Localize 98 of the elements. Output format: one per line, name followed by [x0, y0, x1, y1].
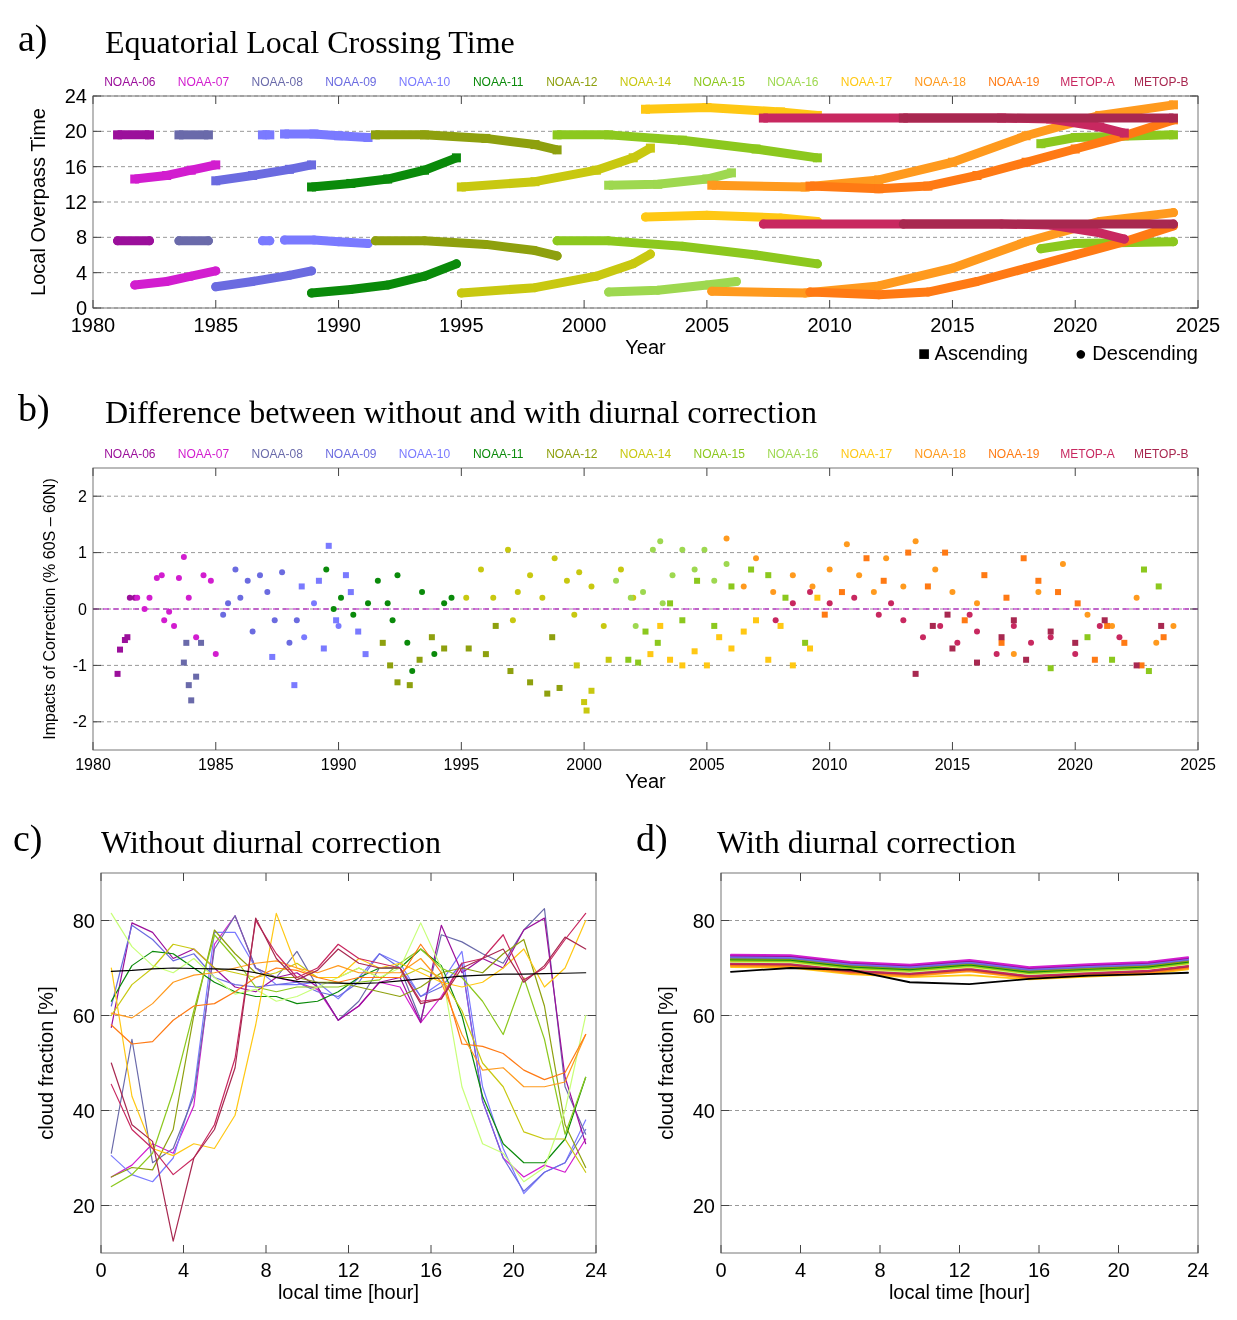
x-tick-label: 24 — [584, 1259, 608, 1281]
x-tick-label: 12 — [948, 1259, 971, 1281]
x-tick-label: 2010 — [807, 314, 852, 336]
chart-title: Without diurnal correction — [101, 824, 441, 860]
x-axis-title: local time [hour] — [277, 1281, 420, 1303]
y-tick-label: 20 — [72, 1194, 95, 1217]
x-tick-label: 1985 — [197, 756, 234, 773]
text: NOAA-10 — [398, 75, 451, 89]
x-tick-label: 1990 — [320, 756, 357, 773]
y-axis-title: cloud fraction [%] — [655, 986, 677, 1140]
text: NOAA-14 — [619, 75, 672, 89]
text: NOAA-17 — [840, 75, 893, 89]
y-tick-label: 20 — [692, 1194, 715, 1217]
y-tick-label: 60 — [692, 1004, 715, 1027]
text: NOAA-10 — [398, 447, 451, 461]
x-tick-label: 20 — [502, 1259, 525, 1281]
x-tick-label: 1985 — [193, 314, 239, 336]
text: NOAA-14 — [619, 447, 672, 461]
y-axis-title: cloud fraction [%] — [35, 986, 57, 1140]
text: NOAA-07 — [177, 75, 230, 89]
y-tick-label: 80 — [72, 909, 95, 932]
x-tick-label: 2015 — [930, 314, 975, 336]
x-tick-label: 2005 — [684, 314, 730, 336]
x-tick-label: 4 — [177, 1259, 190, 1281]
text: NOAA-18 — [914, 75, 967, 89]
text: METOP-B — [1133, 447, 1189, 461]
y-tick-label: 8 — [75, 226, 87, 249]
x-tick-label: 2000 — [561, 314, 607, 336]
x-tick-label: 12 — [337, 1259, 360, 1281]
x-tick-label: 16 — [419, 1259, 443, 1281]
text: NOAA-12 — [546, 75, 598, 89]
chart-title: Difference between without and with diurnal correction — [105, 394, 818, 430]
x-tick-label: 2015 — [934, 756, 971, 773]
text: NOAA-17 — [840, 447, 893, 461]
y-axis-title: Local Overpass Time — [27, 108, 49, 296]
y-tick-label: 16 — [64, 155, 87, 178]
text: NOAA-08 — [251, 75, 304, 89]
y-tick-label: 80 — [692, 909, 715, 932]
x-tick-label: 8 — [874, 1259, 886, 1281]
y-tick-label: 60 — [72, 1004, 95, 1027]
x-tick-label: 24 — [1186, 1259, 1210, 1281]
y-tick-label: 40 — [692, 1099, 715, 1122]
chart-title: With diurnal correction — [717, 824, 1017, 860]
text: NOAA-06 — [104, 447, 156, 461]
x-tick-label: 4 — [794, 1259, 807, 1281]
text: NOAA-12 — [546, 447, 598, 461]
x-tick-label: 2020 — [1052, 314, 1098, 336]
x-tick-label: 1995 — [439, 314, 484, 336]
y-tick-label: 1 — [78, 544, 88, 562]
y-tick-label: 4 — [75, 261, 87, 284]
text: c) — [13, 817, 43, 860]
text: ● Descending — [1074, 342, 1198, 364]
text: NOAA-19 — [988, 75, 1040, 89]
text: METOP-B — [1133, 75, 1189, 89]
text: NOAA-09 — [325, 447, 377, 461]
y-tick-label: 24 — [64, 85, 87, 107]
text: NOAA-11 — [472, 75, 524, 89]
x-tick-label: 2025 — [1180, 756, 1216, 773]
text: METOP-A — [1060, 447, 1115, 461]
y-tick-label: 40 — [72, 1099, 95, 1122]
text: NOAA-15 — [693, 447, 746, 461]
x-axis-title: Year — [625, 770, 667, 792]
text: NOAA-18 — [914, 447, 967, 461]
y-tick-label: 2 — [78, 487, 88, 505]
y-tick-label: 0 — [78, 600, 88, 618]
text: NOAA-09 — [325, 75, 377, 89]
y-tick-label: 12 — [64, 191, 87, 213]
text: b) — [18, 387, 50, 430]
x-tick-label: 8 — [260, 1259, 272, 1281]
x-tick-label: 2025 — [1175, 314, 1221, 336]
text: ■ Ascending — [918, 342, 1028, 364]
x-axis-title: local time [hour] — [888, 1281, 1031, 1303]
x-tick-label: 2005 — [689, 756, 725, 773]
x-tick-label: 2020 — [1057, 756, 1094, 773]
text: NOAA-19 — [988, 447, 1040, 461]
text: NOAA-07 — [177, 447, 230, 461]
text: NOAA-16 — [767, 75, 819, 89]
x-tick-label: 2010 — [811, 756, 848, 773]
text: METOP-A — [1060, 75, 1115, 89]
text: d) — [636, 817, 668, 860]
text: NOAA-11 — [472, 447, 524, 461]
text: a) — [18, 17, 48, 60]
x-tick-label: 20 — [1107, 1259, 1130, 1281]
text: NOAA-15 — [693, 75, 746, 89]
x-tick-label: 1980 — [75, 756, 111, 773]
x-tick-label: 1990 — [316, 314, 361, 336]
text: NOAA-06 — [104, 75, 156, 89]
x-axis-title: Year — [625, 336, 667, 358]
x-tick-label: 1995 — [443, 756, 480, 773]
y-axis-title: Impacts of Correction (% 60S – 60N) — [41, 478, 58, 740]
y-tick-label: 20 — [64, 120, 87, 143]
y-tick-label: -2 — [72, 713, 88, 731]
text: NOAA-16 — [767, 447, 819, 461]
y-tick-label: -1 — [72, 657, 88, 674]
chart-title: Equatorial Local Crossing Time — [105, 24, 515, 60]
x-tick-label: 2000 — [566, 756, 603, 773]
text: NOAA-08 — [251, 447, 304, 461]
x-tick-label: 16 — [1027, 1259, 1051, 1281]
